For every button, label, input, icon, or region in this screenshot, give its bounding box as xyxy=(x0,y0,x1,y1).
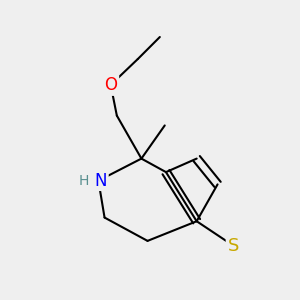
Text: H: H xyxy=(78,174,89,188)
Text: N: N xyxy=(95,172,107,190)
Text: O: O xyxy=(104,76,117,94)
Text: S: S xyxy=(228,237,239,255)
